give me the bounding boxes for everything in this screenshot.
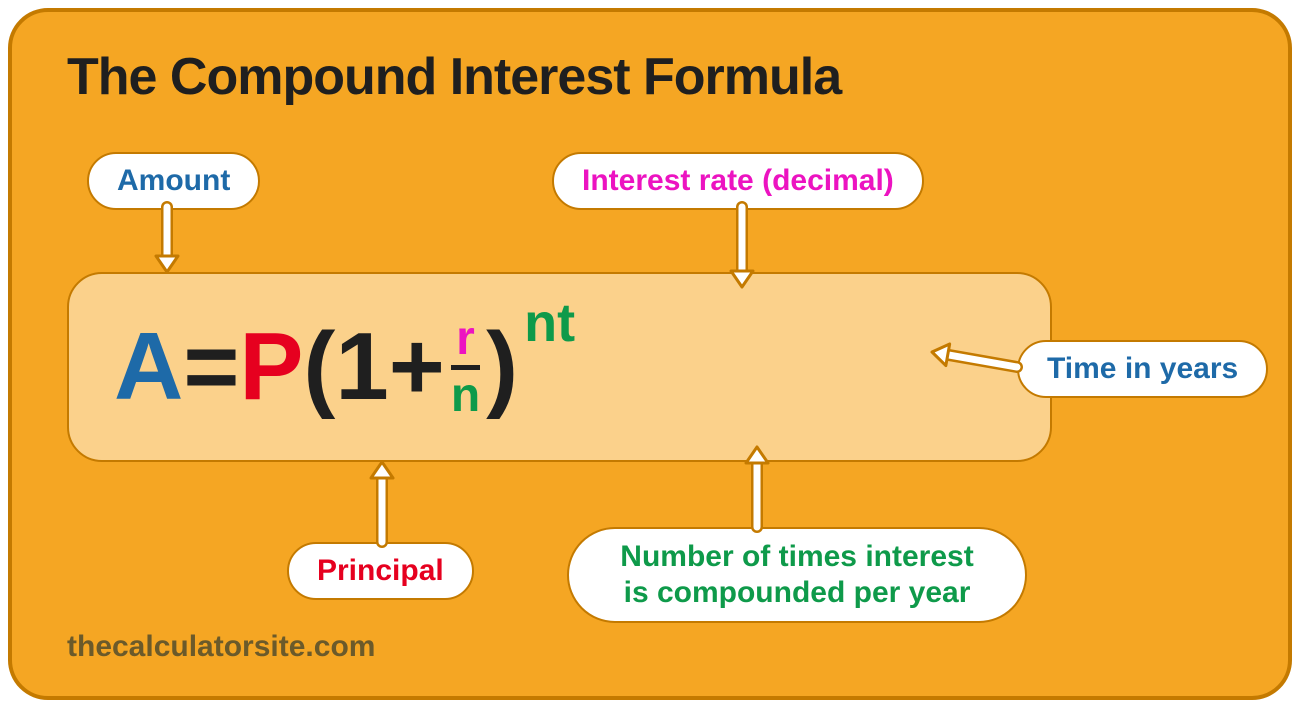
callout-time: Time in years (1017, 340, 1268, 398)
footer-attribution: thecalculatorsite.com (67, 630, 375, 664)
formula-equals: = (183, 312, 239, 422)
arrow-amount (153, 193, 181, 286)
formula-container: A = P ( 1 + r n ) nt (67, 272, 1052, 462)
formula-n: n (451, 370, 480, 420)
arrow-time (918, 338, 1031, 381)
infographic-card: The Compound Interest Formula A = P ( 1 … (8, 8, 1292, 700)
formula-P: P (239, 312, 303, 422)
formula-fraction: r n (451, 315, 480, 420)
callout-compounds: Number of times interestis compounded pe… (567, 527, 1027, 623)
arrow-rate (728, 193, 756, 301)
arrow-principal (368, 448, 396, 556)
arrow-compounds (743, 433, 771, 541)
formula-A: A (114, 312, 183, 422)
formula-one: 1 (335, 312, 388, 422)
formula-open-paren: ( (303, 312, 335, 422)
page-title: The Compound Interest Formula (67, 47, 841, 107)
formula-plus: + (389, 312, 445, 422)
formula-nt-exponent: nt (524, 292, 575, 354)
formula-r: r (456, 315, 475, 365)
formula-close-paren: ) (486, 312, 518, 422)
